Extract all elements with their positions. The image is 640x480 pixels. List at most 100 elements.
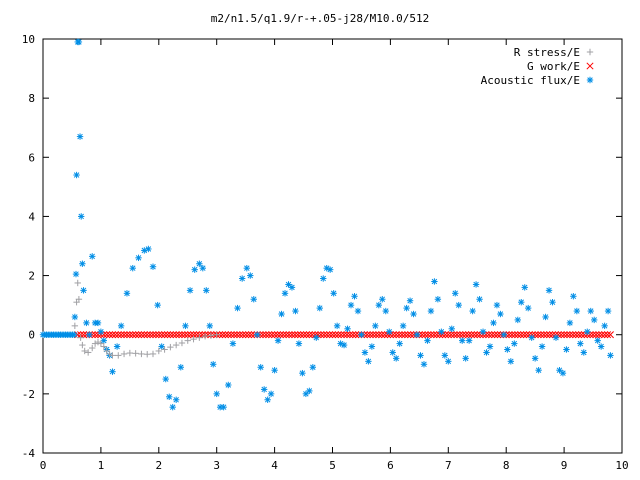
series-r-stress [71, 279, 220, 359]
acoustic-flux-point [278, 310, 285, 318]
g-work-point [352, 331, 360, 339]
g-work-point [560, 331, 568, 339]
y-tick-label: 2 [28, 270, 35, 283]
g-work-point [106, 331, 114, 339]
legend-label: Acoustic flux/E [481, 74, 580, 87]
acoustic-flux-point [570, 293, 577, 300]
g-work-point [129, 331, 137, 339]
r-stress-point [97, 340, 105, 347]
g-work-point [363, 331, 371, 339]
acoustic-flux-point [392, 355, 400, 362]
r-stress-point [161, 346, 168, 353]
legend-label: G work/E [527, 60, 580, 73]
acoustic-flux-point [149, 263, 157, 270]
acoustic-flux-point [563, 346, 570, 353]
acoustic-flux-point [166, 393, 173, 401]
acoustic-flux-point [281, 290, 289, 297]
acoustic-flux-point [264, 396, 271, 403]
g-work-point [305, 331, 313, 339]
g-work-point [276, 331, 284, 339]
g-work-point [158, 331, 166, 339]
g-work-point [155, 331, 163, 339]
acoustic-flux-point [199, 264, 207, 272]
acoustic-flux-point [196, 260, 203, 267]
acoustic-flux-point [145, 245, 152, 253]
acoustic-flux-point [333, 322, 341, 330]
acoustic-flux-point [78, 213, 85, 220]
acoustic-flux-point [295, 340, 303, 347]
acoustic-flux-point [493, 301, 501, 309]
acoustic-flux-point [521, 284, 528, 291]
acoustic-flux-point [424, 337, 431, 344]
acoustic-flux-point [361, 349, 369, 356]
acoustic-flux-point [313, 334, 320, 341]
acoustic-flux-point [97, 328, 105, 335]
x-tick-label: 0 [40, 459, 47, 472]
g-work-point [268, 331, 276, 339]
acoustic-flux-point [604, 307, 612, 315]
g-work-point [522, 331, 531, 339]
plot-frame [42, 38, 623, 454]
acoustic-flux-point [476, 296, 483, 303]
g-work-point [511, 331, 519, 339]
acoustic-flux-point [379, 296, 386, 303]
acoustic-flux-point [458, 337, 466, 344]
g-work-point [320, 331, 328, 339]
acoustic-flux-point [79, 260, 86, 267]
acoustic-flux-point [452, 290, 459, 297]
g-work-point [407, 331, 415, 339]
acoustic-flux-point [469, 307, 476, 315]
g-work-point [381, 331, 389, 339]
r-stress-point [75, 296, 83, 303]
acoustic-flux-point [472, 281, 480, 288]
g-work-point [184, 331, 192, 339]
y-tick-label: 6 [28, 151, 35, 164]
acoustic-flux-point [462, 355, 469, 362]
g-work-point [551, 331, 559, 339]
acoustic-flux-point [76, 133, 84, 140]
g-work-point [233, 331, 241, 339]
legend-marker [586, 76, 594, 84]
acoustic-flux-point [504, 346, 511, 353]
acoustic-flux-point [271, 367, 278, 374]
g-work-point [603, 331, 612, 339]
g-work-point [103, 331, 111, 339]
g-work-point [505, 331, 513, 339]
acoustic-flux-point [94, 319, 102, 327]
x-tick-label: 8 [503, 459, 510, 472]
g-work-point [491, 331, 499, 339]
acoustic-flux-point [382, 307, 389, 315]
acoustic-flux-point [250, 296, 257, 303]
acoustic-flux-point [587, 307, 594, 315]
x-tick-label: 6 [387, 459, 394, 472]
g-work-point [401, 331, 409, 339]
r-stress-point [103, 347, 110, 355]
acoustic-flux-point [389, 349, 396, 356]
g-work-point [462, 331, 470, 339]
acoustic-flux-point [584, 328, 591, 335]
acoustic-flux-point [347, 301, 355, 309]
acoustic-flux-point [83, 319, 90, 327]
acoustic-flux-point [556, 367, 563, 374]
g-work-point [534, 331, 542, 339]
g-work-point [172, 331, 180, 339]
acoustic-flux-point [607, 352, 614, 359]
g-work-point [606, 331, 614, 339]
g-work-point [340, 331, 348, 339]
acoustic-flux-point [234, 304, 241, 312]
acoustic-flux-point [531, 355, 539, 362]
g-work-point [166, 331, 174, 339]
acoustic-flux-point [591, 316, 598, 324]
x-tick-label: 3 [213, 459, 220, 472]
g-work-point [395, 331, 403, 339]
g-work-point [577, 331, 586, 339]
acoustic-flux-point [203, 287, 210, 294]
acoustic-flux-point [274, 337, 282, 344]
acoustic-flux-point [500, 331, 508, 338]
g-work-point [91, 331, 99, 339]
r-stress-point [178, 339, 186, 347]
x-tick-label: 9 [561, 459, 568, 472]
acoustic-flux-point [292, 307, 299, 315]
acoustic-flux-point [399, 322, 407, 330]
acoustic-flux-point [514, 316, 521, 324]
